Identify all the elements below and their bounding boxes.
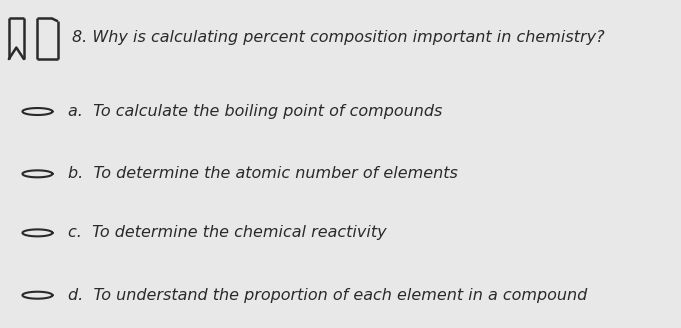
Text: a.  To calculate the boiling point of compounds: a. To calculate the boiling point of com… xyxy=(68,104,443,119)
Text: c.  To determine the chemical reactivity: c. To determine the chemical reactivity xyxy=(68,225,387,240)
Text: b.  To determine the atomic number of elements: b. To determine the atomic number of ele… xyxy=(68,166,458,181)
Text: d.  To understand the proportion of each element in a compound: d. To understand the proportion of each … xyxy=(68,288,587,303)
Text: 8. Why is calculating percent composition important in chemistry?: 8. Why is calculating percent compositio… xyxy=(72,30,604,45)
